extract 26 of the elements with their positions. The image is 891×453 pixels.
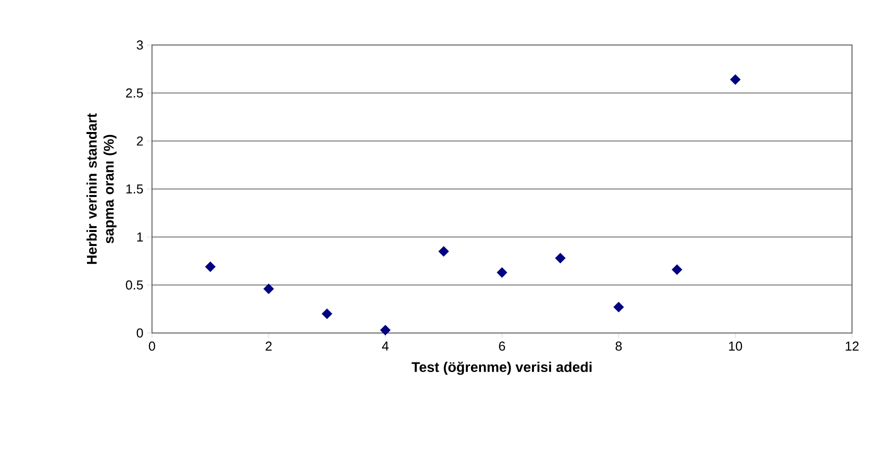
point <box>496 267 508 278</box>
x-tick-label: 10 <box>729 342 742 351</box>
point <box>613 302 624 312</box>
x-axis-title: Test (öğrenme) verisi adedi <box>412 362 592 375</box>
x-tick-label: 4 <box>382 342 389 350</box>
point <box>555 252 566 264</box>
point <box>205 261 216 272</box>
y-tick-label: 1 <box>137 232 143 242</box>
y-tick-label: 2.5 <box>126 88 143 98</box>
point <box>730 74 741 85</box>
point <box>438 246 449 257</box>
y-tick-label: 0.5 <box>126 280 143 290</box>
y-tick-label: 3 <box>136 40 143 50</box>
y-axis-title: Herbir verinin standart sapma oranı (%) <box>86 113 117 264</box>
x-tick-label: 8 <box>616 342 622 351</box>
point <box>322 308 332 320</box>
y-tick-label: 1.5 <box>126 184 143 194</box>
point <box>263 284 274 294</box>
x-tick-label: 2 <box>266 342 272 351</box>
y-tick-label: 2 <box>136 136 143 146</box>
point <box>672 264 682 275</box>
x-tick-label: 0 <box>148 342 156 351</box>
x-tick-label: 12 <box>846 342 859 351</box>
x-tick-label: 6 <box>499 342 506 351</box>
point <box>380 324 391 336</box>
y-tick-label: 0 <box>136 328 143 338</box>
